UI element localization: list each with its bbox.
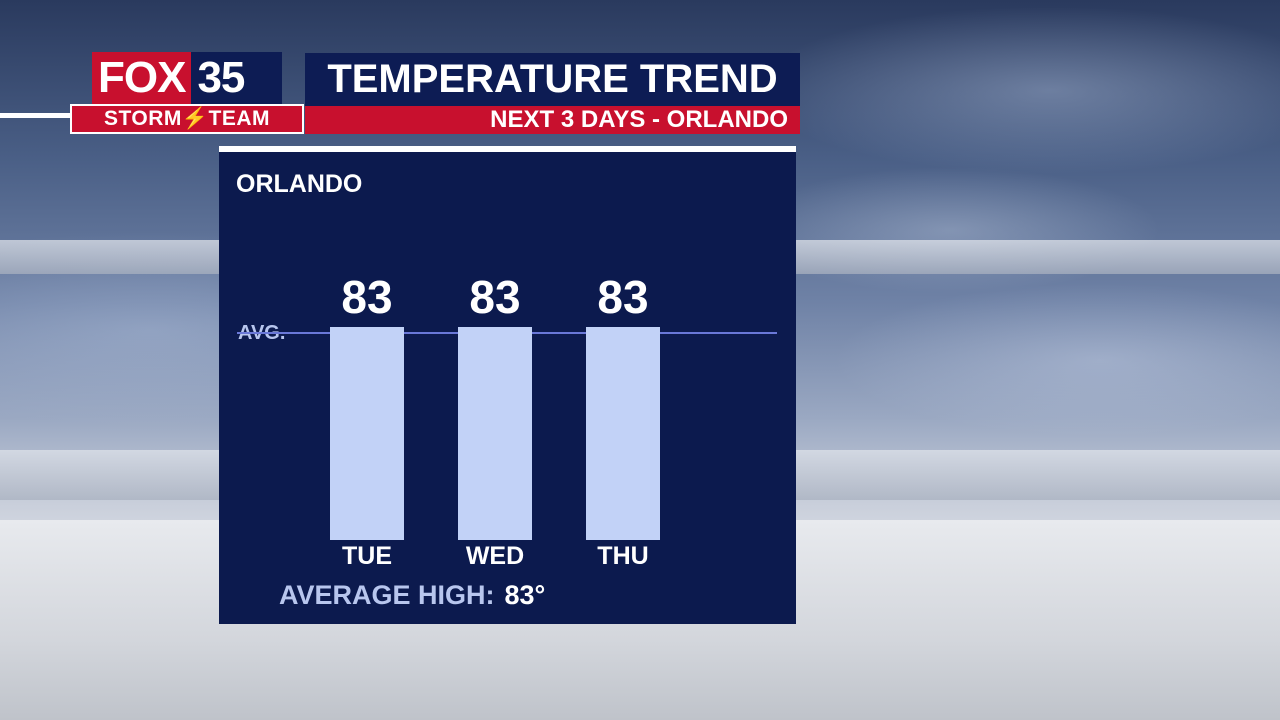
- bar-value-label: 83: [597, 271, 649, 324]
- chart-panel: ORLANDO AVG. 83 TUE 83 WED 83 THU AVERAGE HIG…: [219, 146, 796, 624]
- logo-fox-text: FOX: [92, 52, 192, 104]
- logo-number: 35: [197, 53, 245, 102]
- bar-tue: [330, 327, 404, 540]
- average-high-label: AVERAGE HIGH:: [279, 580, 495, 610]
- accent-line: [0, 113, 75, 118]
- graphic-subtitle: NEXT 3 DAYS - ORLANDO: [305, 106, 800, 134]
- category-label-thu: THU: [597, 542, 649, 570]
- bar-value-label: 83: [469, 271, 521, 324]
- storm-team-badge: STORM⚡TEAM: [70, 104, 304, 134]
- location-label: ORLANDO: [236, 170, 363, 198]
- category-label-wed: WED: [465, 542, 525, 570]
- bar-wed: [458, 327, 532, 540]
- graphic-title: TEMPERATURE TREND: [305, 53, 800, 106]
- fox35-logo: FOX 35: [92, 52, 282, 104]
- average-high-value: 83°: [504, 580, 546, 610]
- bar-thu: [586, 327, 660, 540]
- bar-value-label: 83: [341, 271, 393, 324]
- category-label-tue: TUE: [342, 542, 392, 570]
- average-high-text: AVERAGE HIGH: 83°: [279, 580, 545, 611]
